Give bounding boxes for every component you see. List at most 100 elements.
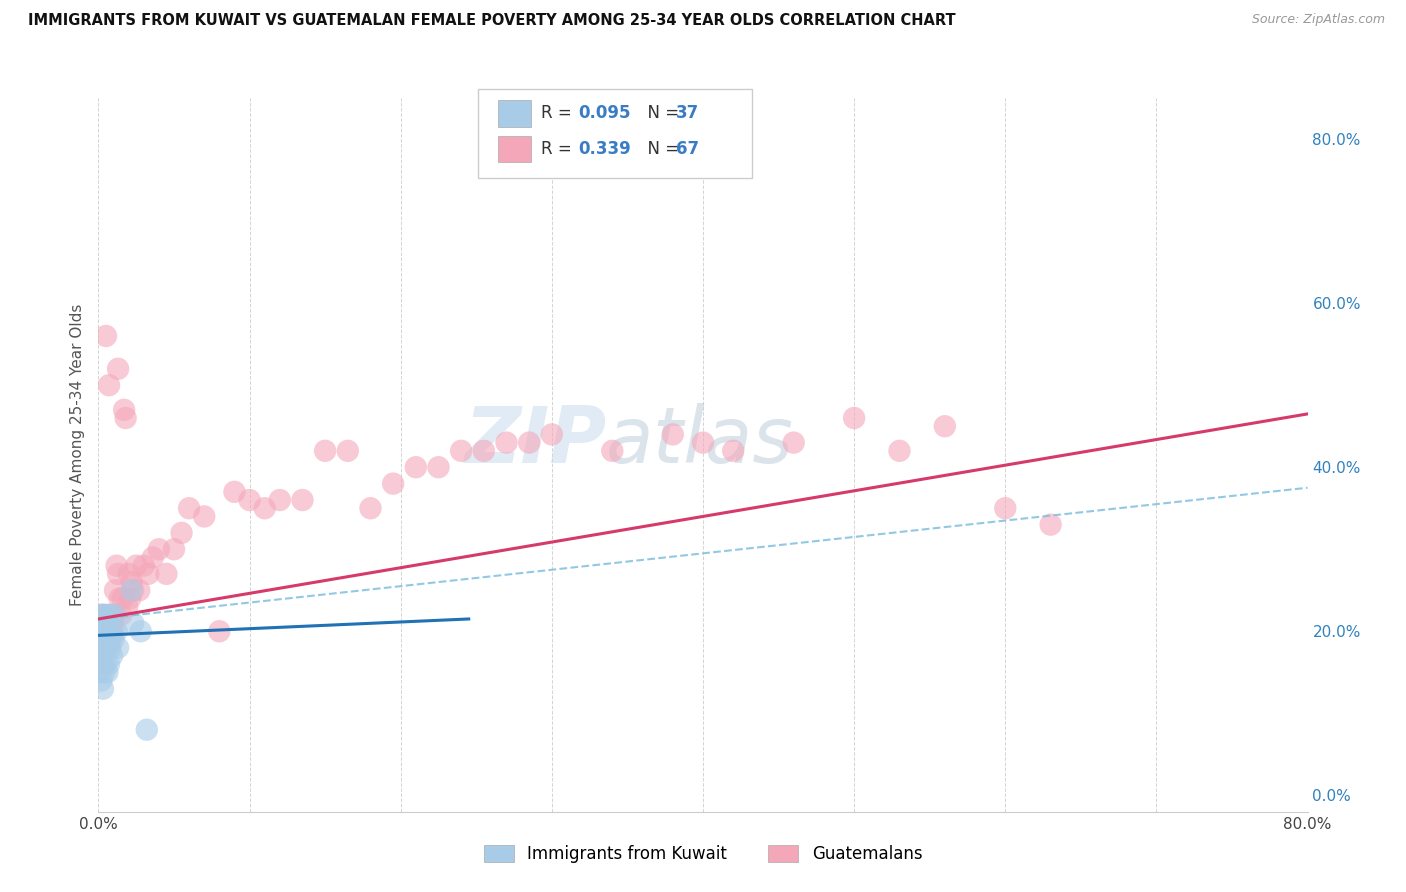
Point xyxy=(602,443,624,458)
Point xyxy=(136,566,159,581)
Point xyxy=(105,624,128,639)
Point xyxy=(540,427,562,442)
Point xyxy=(89,607,111,622)
Point xyxy=(142,550,165,565)
Point xyxy=(98,378,121,392)
Point xyxy=(360,501,382,516)
Y-axis label: Female Poverty Among 25-34 Year Olds: Female Poverty Among 25-34 Year Olds xyxy=(69,304,84,606)
Point xyxy=(291,493,314,508)
Point xyxy=(91,681,114,696)
Point xyxy=(96,665,118,680)
Point xyxy=(91,640,114,655)
Point xyxy=(103,624,125,639)
Point xyxy=(104,583,127,598)
Point xyxy=(208,624,231,639)
Text: 37: 37 xyxy=(676,104,700,122)
Text: atlas: atlas xyxy=(606,402,794,479)
Point xyxy=(93,640,115,655)
Point xyxy=(382,476,405,491)
Point xyxy=(122,583,145,598)
Point xyxy=(107,566,129,581)
Point xyxy=(193,509,215,524)
Point xyxy=(98,616,121,631)
Point xyxy=(89,665,111,680)
Point xyxy=(155,566,177,581)
Point xyxy=(692,435,714,450)
Point xyxy=(170,525,193,540)
Point xyxy=(98,607,121,622)
Point xyxy=(100,624,122,639)
Point xyxy=(101,648,124,663)
Point xyxy=(104,607,127,622)
Point xyxy=(844,411,866,425)
Legend: Immigrants from Kuwait, Guatemalans: Immigrants from Kuwait, Guatemalans xyxy=(475,837,931,871)
Point xyxy=(91,607,114,622)
Point xyxy=(90,632,112,647)
Point xyxy=(662,427,685,442)
Point xyxy=(114,411,136,425)
Point xyxy=(103,607,125,622)
Point xyxy=(90,673,112,688)
Point xyxy=(163,542,186,557)
Text: 0.339: 0.339 xyxy=(578,140,631,158)
Point xyxy=(783,435,806,450)
Point xyxy=(314,443,336,458)
Text: ZIP: ZIP xyxy=(464,402,606,479)
Point xyxy=(110,607,132,622)
Point xyxy=(93,616,115,631)
Point xyxy=(111,591,134,606)
Point xyxy=(94,329,117,343)
Point xyxy=(93,607,115,622)
Point xyxy=(94,616,117,631)
Text: N =: N = xyxy=(637,140,685,158)
Point xyxy=(90,616,112,631)
Point xyxy=(94,632,117,647)
Text: 0.095: 0.095 xyxy=(578,104,630,122)
Point xyxy=(94,657,117,671)
Point xyxy=(90,607,112,622)
Point xyxy=(239,493,262,508)
Point xyxy=(121,575,143,590)
Point xyxy=(994,501,1017,516)
Point xyxy=(122,616,145,631)
Point xyxy=(89,624,111,639)
Point xyxy=(101,624,124,639)
Point xyxy=(98,657,121,671)
Point xyxy=(100,632,122,647)
Point xyxy=(450,443,472,458)
Point xyxy=(91,624,114,639)
Point xyxy=(93,665,115,680)
Point xyxy=(89,648,111,663)
Point xyxy=(472,443,495,458)
Point xyxy=(107,640,129,655)
Point xyxy=(108,591,131,606)
Point xyxy=(135,723,157,737)
Point xyxy=(100,607,122,622)
Point xyxy=(128,583,150,598)
Point xyxy=(91,632,114,647)
Point xyxy=(91,657,114,671)
Point xyxy=(103,632,125,647)
Point xyxy=(91,624,114,639)
Point xyxy=(253,501,276,516)
Point xyxy=(148,542,170,557)
Point xyxy=(121,583,143,598)
Point xyxy=(120,591,142,606)
Text: R =: R = xyxy=(541,140,578,158)
Point xyxy=(132,558,155,573)
Point xyxy=(427,460,450,475)
Point xyxy=(179,501,201,516)
Point xyxy=(98,632,121,647)
Point xyxy=(94,607,117,622)
Point xyxy=(1039,517,1062,532)
Point xyxy=(112,402,135,417)
Point xyxy=(269,493,291,508)
Point xyxy=(96,624,118,639)
Point xyxy=(89,624,111,639)
Point xyxy=(101,616,124,631)
Text: N =: N = xyxy=(637,104,685,122)
Point xyxy=(105,558,128,573)
Point xyxy=(125,558,148,573)
Text: IMMIGRANTS FROM KUWAIT VS GUATEMALAN FEMALE POVERTY AMONG 25-34 YEAR OLDS CORREL: IMMIGRANTS FROM KUWAIT VS GUATEMALAN FEM… xyxy=(28,13,956,29)
Point xyxy=(118,566,141,581)
